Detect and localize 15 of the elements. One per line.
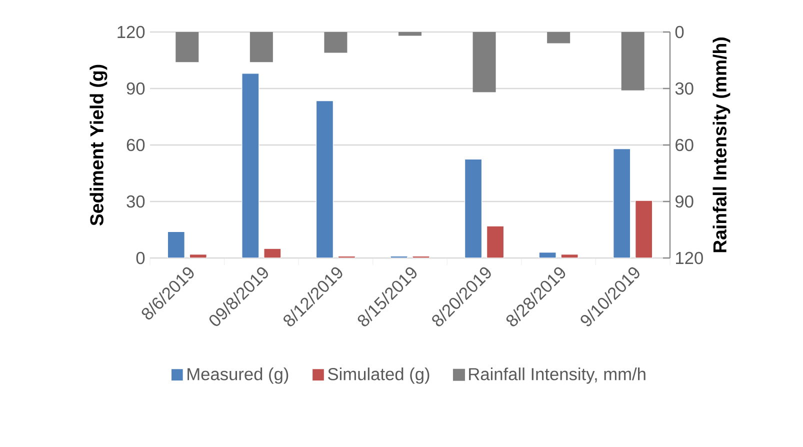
y2-tick-label: 0 [675,26,684,38]
legend-label: Simulated (g) [328,368,430,384]
y-tick-label: 0 [136,252,145,264]
legend-label: Rainfall Intensity, mm/h [469,368,646,384]
y2-tick-label: 60 [676,138,694,152]
y2-axis-title: Rainfall Intensity (mm/h) [712,38,730,252]
y2-tick-label: 30 [675,82,694,95]
y-axis-title: Sediment Yield (g) [90,64,108,226]
y-tick-label: 120 [118,26,145,38]
y-tick-label: 60 [126,138,145,152]
y2-tick-label: 120 [676,252,703,264]
y2-tick-label: 90 [676,195,694,208]
legend-label: Measured (g) [188,368,288,384]
y-tick-label: 90 [126,82,145,95]
y-tick-label: 30 [126,195,145,208]
